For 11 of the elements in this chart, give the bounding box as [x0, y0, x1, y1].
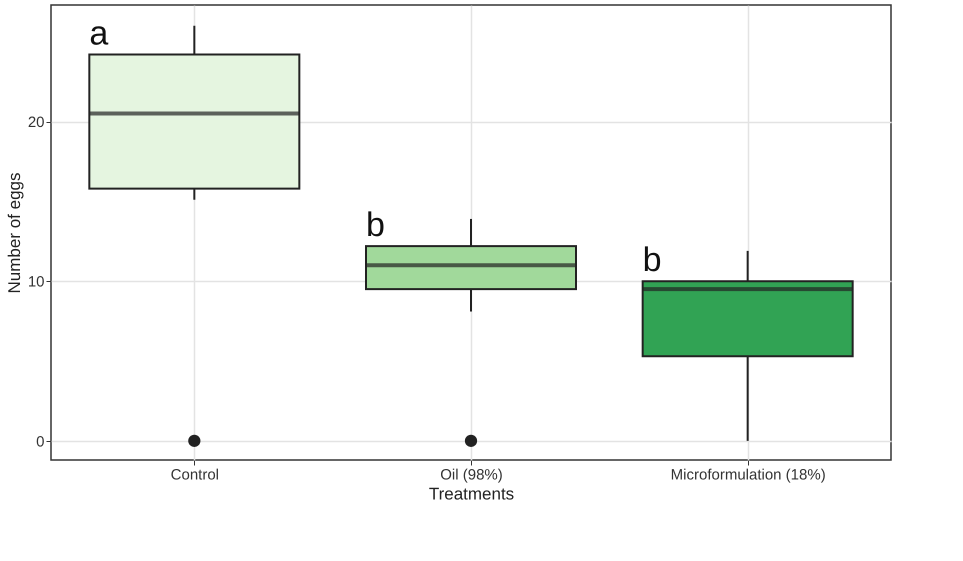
annotation: b	[366, 206, 385, 244]
annotation: b	[642, 241, 662, 279]
annotation: a	[89, 14, 108, 52]
y-tick-label: 20	[28, 114, 44, 132]
y-axis-title: Number of eggs	[4, 172, 24, 294]
y-tick-label: 10	[28, 274, 44, 291]
x-tick-label: Control	[170, 466, 220, 484]
x-tick-label: Oil (98%)	[440, 466, 503, 484]
x-tick-label: Microformulation (18%)	[670, 466, 826, 484]
y-tick-label: 0	[36, 433, 44, 450]
x-axis-title: Treatments	[428, 484, 514, 504]
